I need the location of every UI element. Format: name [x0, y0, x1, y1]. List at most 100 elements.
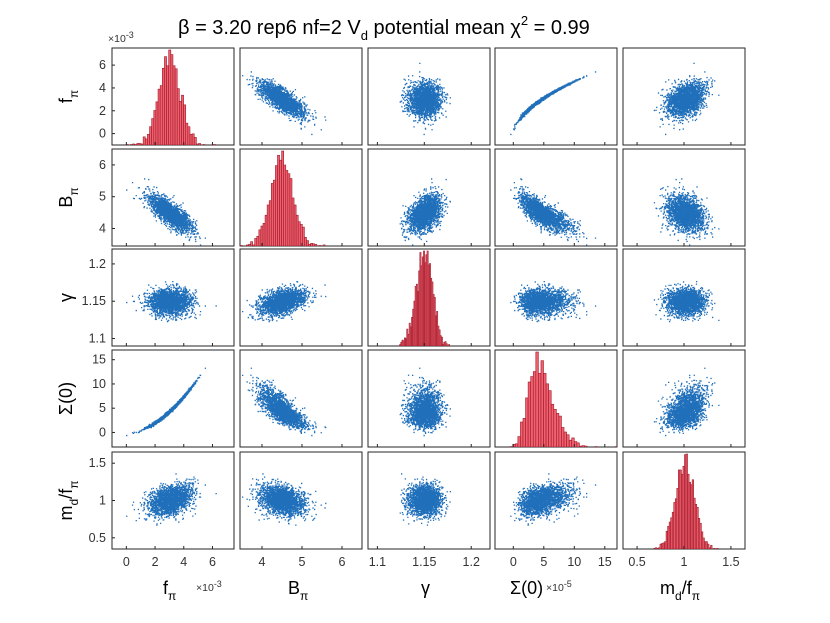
histogram-bar	[187, 126, 191, 145]
title-beta-text: = 3.20 rep6 nf=2 V	[190, 17, 362, 39]
histogram-bar	[198, 143, 201, 145]
histogram-bar	[514, 443, 519, 447]
panel-mdfpi-vs-Bpi	[239, 451, 363, 550]
histogram-bar	[297, 221, 301, 246]
panel-frame	[622, 349, 746, 448]
y-tick-label: 10	[92, 377, 106, 391]
histogram-bar	[448, 344, 450, 346]
scatter-points	[242, 473, 327, 526]
x-axis-label-gamma: γ	[421, 578, 430, 598]
x-axis-label-Bpi: Bπ	[288, 578, 308, 603]
histogram-bar	[716, 548, 719, 549]
panel-sigma-vs-gamma	[367, 349, 491, 448]
histogram-bar	[149, 126, 152, 145]
histogram-bar	[193, 137, 197, 145]
y-tick-label: 0.5	[89, 531, 106, 545]
histogram-bar	[277, 155, 280, 246]
histogram-bar	[281, 150, 284, 246]
scatter-points	[510, 281, 597, 323]
x-tick-label: 0.5	[628, 555, 645, 569]
histogram-bar	[314, 244, 318, 246]
histogram-bar	[147, 134, 150, 145]
x-tick-label: 6	[209, 555, 216, 569]
histogram-bar	[153, 110, 157, 145]
x-tick-label: 6	[339, 555, 346, 569]
histogram-bar	[144, 138, 148, 145]
histogram-bar	[202, 144, 206, 145]
histogram-bar	[322, 244, 326, 246]
histogram-bar	[273, 179, 276, 246]
panel-fpi-vs-sigma	[494, 47, 618, 146]
panel-frame	[239, 47, 363, 146]
histogram-bar	[256, 235, 260, 246]
histogram-bar	[308, 244, 311, 246]
panel-mdfpi-vs-gamma	[367, 451, 491, 550]
histogram-bar	[532, 371, 537, 447]
x-tick-label: 1.1	[369, 555, 386, 569]
histogram-bar	[553, 408, 557, 447]
histogram-bar	[275, 165, 278, 246]
histogram-bar	[258, 229, 262, 246]
histogram-bar	[254, 238, 258, 246]
panel-sigma-vs-sigma	[494, 349, 618, 448]
histogram-bar	[196, 143, 199, 145]
y-tick-label: 0	[99, 425, 106, 439]
panel-Bpi-vs-mdfpi	[622, 148, 746, 247]
x-tick-label: 5	[299, 555, 306, 569]
x-tick-label: 4	[180, 555, 187, 569]
y-tick-label: 1.2	[89, 257, 106, 271]
panel-sigma-vs-mdfpi	[622, 349, 746, 448]
scatter-points	[399, 350, 451, 437]
axis-exponent-label: ×10-5	[546, 579, 572, 594]
histogram-bar	[530, 376, 534, 447]
histogram-bar	[283, 164, 287, 246]
histogram-bar	[576, 442, 580, 447]
panel-mdfpi-vs-mdfpi	[622, 451, 746, 550]
histogram-bar	[581, 445, 585, 447]
x-axis-label-sigma: Σ(0)	[510, 578, 543, 598]
histogram-bar	[289, 178, 293, 246]
histogram-bar	[181, 94, 184, 145]
histogram-bar	[584, 445, 588, 447]
histogram-bar	[527, 381, 531, 447]
y-tick-label: 1	[99, 494, 106, 508]
histogram-bar	[441, 336, 443, 346]
scatter-points	[399, 62, 451, 136]
histogram-bar	[295, 214, 299, 246]
histogram-bar	[170, 54, 174, 145]
y-tick-label: 0	[99, 127, 106, 141]
histogram-bar	[517, 436, 521, 447]
panel-frame	[367, 349, 491, 448]
x-axis-label-fpi: fπ	[163, 578, 176, 603]
histogram-bar	[707, 543, 710, 549]
histogram-bar	[540, 360, 544, 447]
histogram-bar	[279, 159, 282, 246]
histogram-bar	[268, 200, 272, 246]
scatter-points	[126, 178, 206, 246]
histogram-bar	[293, 204, 297, 246]
panel-fpi-vs-fpi	[111, 47, 235, 146]
y-tick-label: 4	[99, 222, 106, 236]
scatter-points	[242, 367, 327, 437]
y-tick-label: 1.15	[82, 294, 106, 308]
panel-Bpi-vs-Bpi	[239, 148, 363, 247]
histogram-bar	[545, 383, 549, 447]
histogram-bar	[312, 243, 316, 246]
x-tick-label: 4	[259, 555, 266, 569]
scatter-points	[653, 62, 720, 136]
panel-mdfpi-vs-sigma	[494, 451, 618, 550]
histogram-bar	[579, 445, 583, 447]
histogram-bar	[710, 545, 713, 549]
panel-frame	[494, 349, 618, 448]
panel-gamma-vs-fpi	[111, 248, 235, 347]
histogram-bar	[525, 397, 529, 447]
histogram-bar	[142, 136, 146, 145]
panel-gamma-vs-gamma	[367, 248, 491, 347]
histogram-bar	[548, 390, 552, 447]
histogram-bar	[522, 418, 526, 447]
panel-fpi-vs-mdfpi	[622, 47, 746, 146]
histogram-bar	[134, 144, 138, 145]
histogram-bar	[713, 548, 716, 549]
